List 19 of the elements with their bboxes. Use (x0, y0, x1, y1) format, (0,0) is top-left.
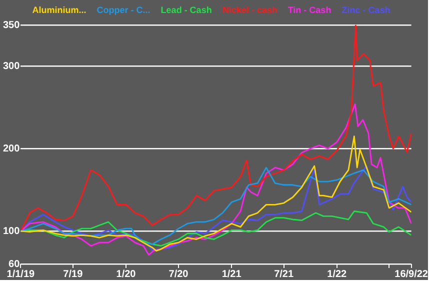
y-tick-label: 300 (2, 60, 20, 72)
x-tick-label: 1/22 (327, 268, 348, 280)
x-tick-label: 7/19 (63, 268, 84, 280)
x-tick-label: 7/20 (168, 268, 189, 280)
x-tick-label: 1/20 (116, 268, 136, 280)
x-tick-label: 16/9/22 (394, 268, 428, 280)
x-tick-label: 1/1/19 (6, 268, 36, 280)
text: Aluminium... (32, 4, 86, 15)
text: Lead - Cash (160, 4, 212, 15)
y-tick-label: 60 (8, 258, 20, 270)
text: Tin - Cash (288, 4, 332, 15)
x-tick-label: 7/21 (274, 268, 294, 280)
y-tick-label: 100 (2, 226, 20, 237)
x-tick-label: 1/21 (222, 268, 242, 280)
y-tick-label: 350 (2, 20, 20, 31)
y-tick-label: 200 (2, 143, 20, 154)
text: Nickel - cash (222, 4, 278, 15)
text: Zinc - Cash (342, 4, 390, 15)
text: Copper - C... (96, 4, 150, 15)
